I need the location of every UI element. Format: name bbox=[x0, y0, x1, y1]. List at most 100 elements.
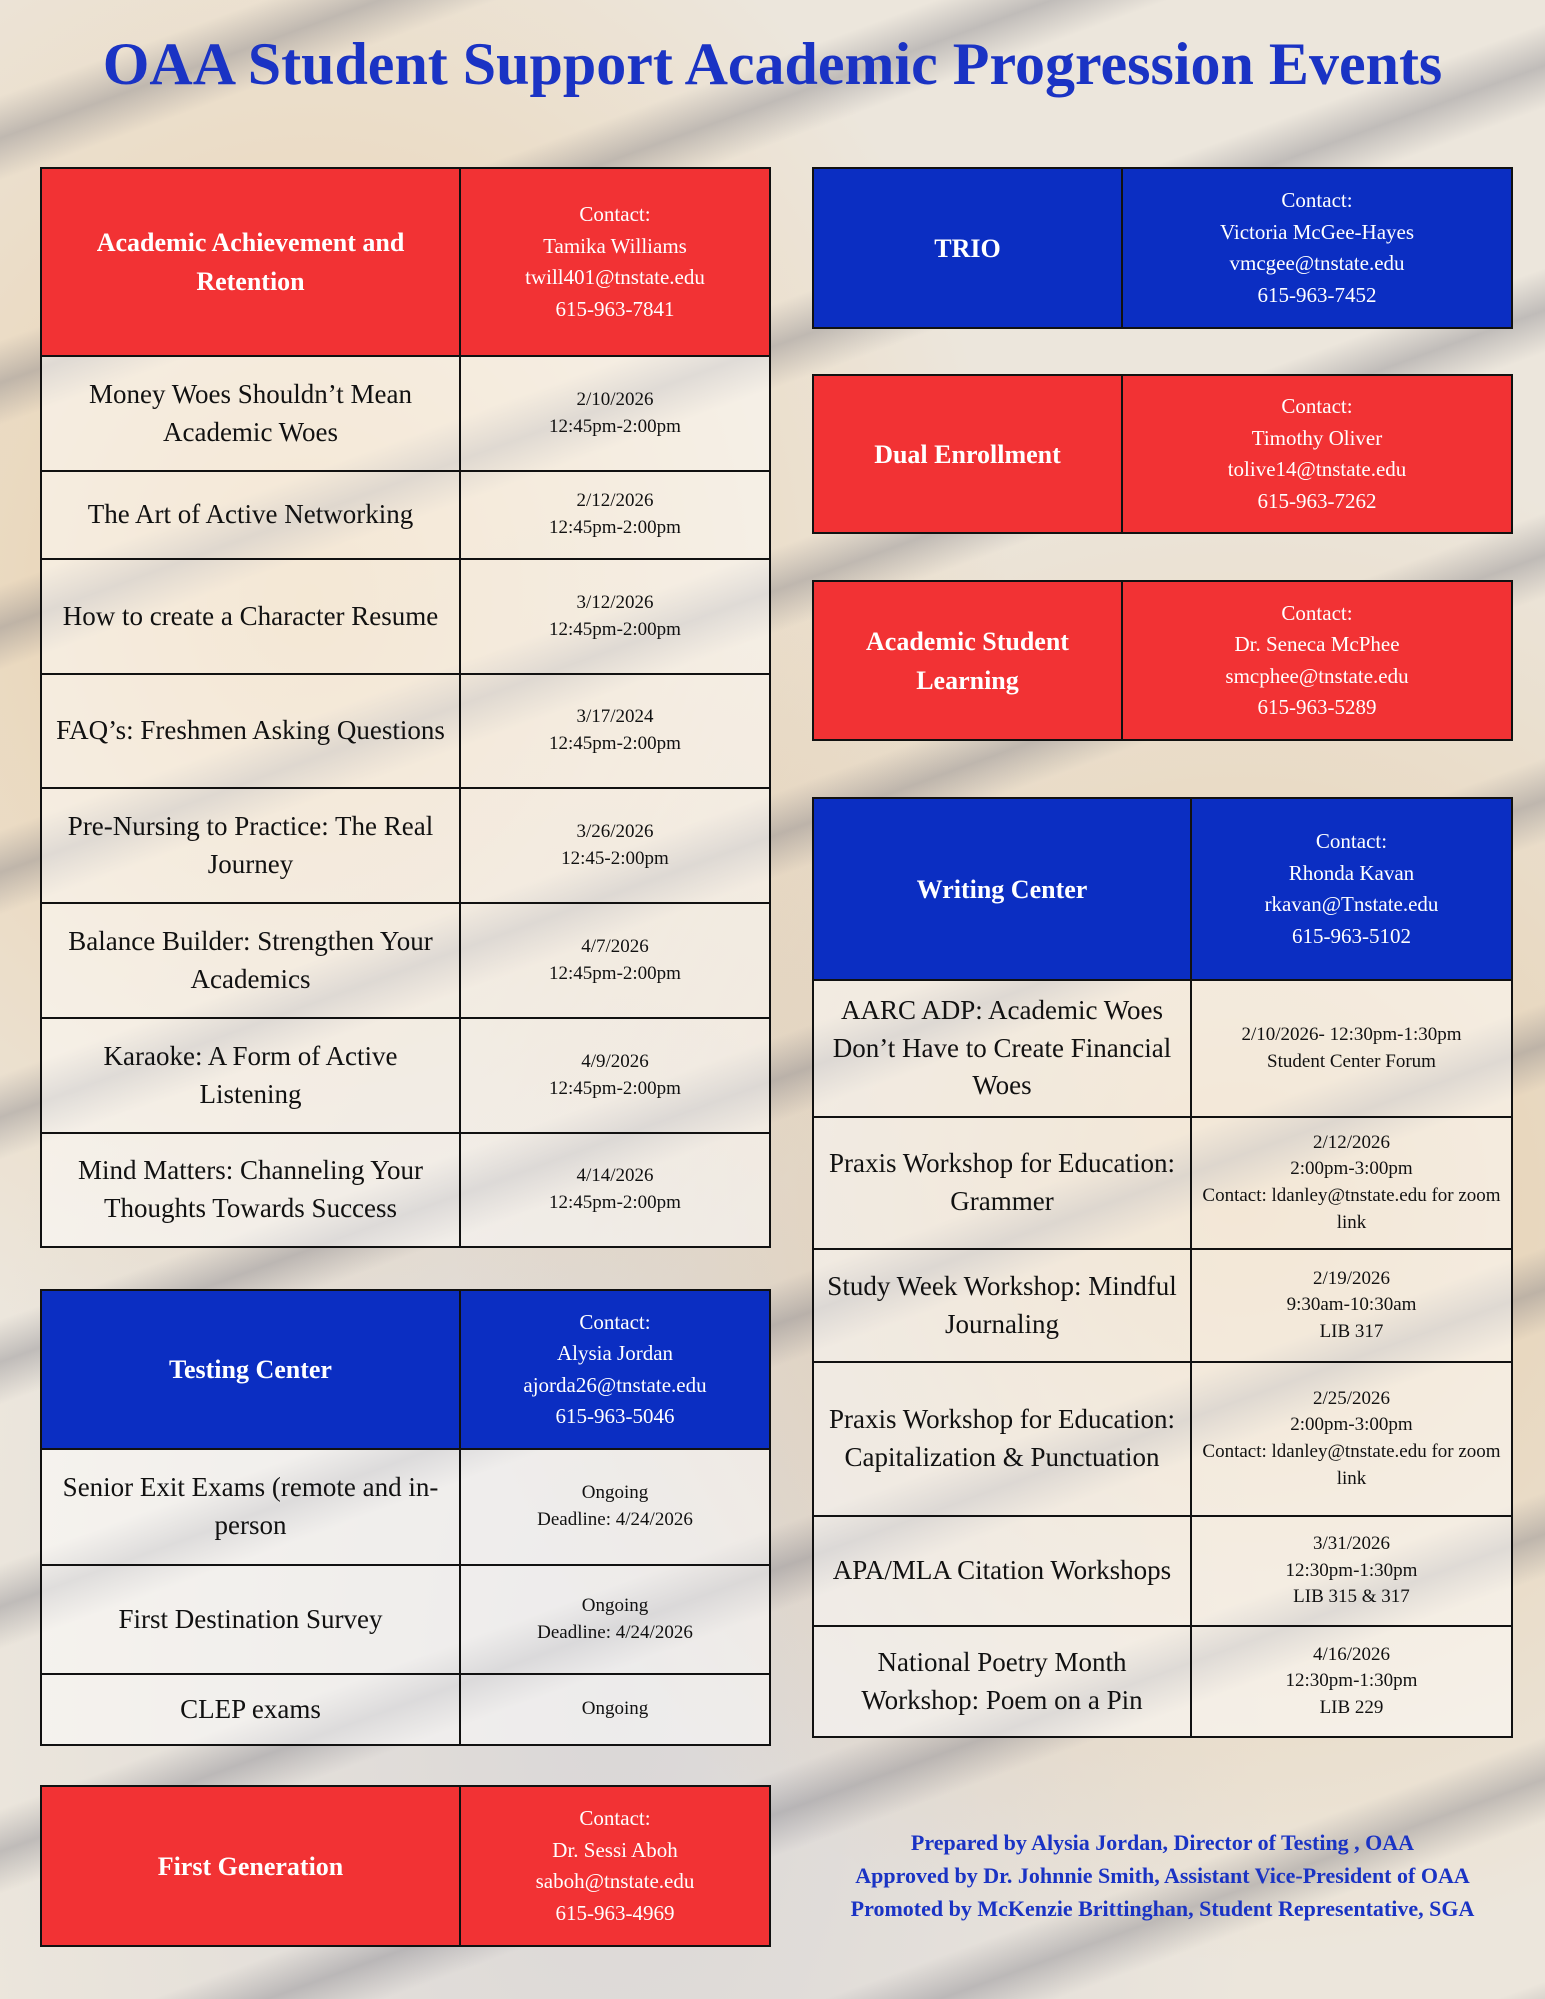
detail-line: LIB 317 bbox=[1319, 1320, 1384, 1342]
event-details: 4/14/2026 12:45pm-2:00pm bbox=[461, 1134, 769, 1246]
event-row: Karaoke: A Form of Active Listening 4/9/2… bbox=[42, 1017, 769, 1132]
event-details: Ongoing Deadline: 4/24/2026 bbox=[461, 1450, 769, 1564]
event-title: First Destination Survey bbox=[42, 1566, 461, 1673]
event-details: 2/19/2026 9:30am-10:30am LIB 317 bbox=[1192, 1250, 1511, 1361]
event-title: Balance Builder: Strengthen Your Academi… bbox=[42, 904, 461, 1017]
contact-line: 615-963-7841 bbox=[555, 296, 675, 321]
event-title: APA/MLA Citation Workshops bbox=[814, 1517, 1192, 1625]
event-row: First Destination Survey Ongoing Deadline:… bbox=[42, 1564, 769, 1673]
detail-line: 2/10/2026 bbox=[576, 388, 654, 410]
contact-line: Contact: bbox=[1281, 600, 1353, 625]
event-details: Ongoing bbox=[461, 1675, 769, 1744]
detail-line: 4/9/2026 bbox=[581, 1050, 649, 1072]
event-title: Praxis Workshop for Education: Capitaliz… bbox=[814, 1363, 1192, 1515]
contact-line: tolive14@tnstate.edu bbox=[1227, 457, 1407, 481]
academic-student-learning-table: Academic Student Learning Contact: Dr. Sen… bbox=[812, 580, 1513, 741]
detail-line: Deadline: 4/24/2026 bbox=[537, 1621, 693, 1643]
event-row: CLEP exams Ongoing bbox=[42, 1673, 769, 1744]
detail-line: 2/12/2026 bbox=[1312, 1131, 1391, 1153]
detail-line: Deadline: 4/24/2026 bbox=[537, 1509, 693, 1530]
event-details: 2/10/2026- 12:30pm-1:30pm Student Center … bbox=[1192, 981, 1511, 1116]
page-title: OAA Student Support Academic Progression… bbox=[102, 31, 1443, 97]
event-title: The Art of Active Networking bbox=[42, 472, 461, 558]
dual-enrollment-table: Dual Enrollment Contact: Timothy Oliver tol… bbox=[812, 374, 1513, 534]
event-title: Senior Exit Exams (remote and in-person bbox=[42, 1450, 461, 1564]
detail-line: 12:45-2:00pm bbox=[561, 847, 669, 869]
event-row: Senior Exit Exams (remote and in-person O… bbox=[42, 1448, 769, 1564]
detail-line: 3/12/2026 bbox=[576, 591, 654, 613]
detail-line: 12:45pm-2:00pm bbox=[549, 1192, 681, 1213]
detail-line: 2/25/2026 bbox=[1312, 1387, 1391, 1409]
detail-line: 12:45pm-2:00pm bbox=[549, 962, 681, 984]
detail-line: 2/19/2026 bbox=[1312, 1267, 1391, 1289]
testing-center-table: Testing Center Contact: Alysia Jordan ajord… bbox=[40, 1289, 771, 1746]
contact-line: 615-963-5102 bbox=[1292, 923, 1411, 948]
contact-line: Rhonda Kavan bbox=[1288, 860, 1415, 885]
table-header: First Generation Contact: Dr. Sessi Aboh sa… bbox=[42, 1787, 769, 1945]
detail-line: Ongoing bbox=[581, 1594, 649, 1616]
table-header: TRIO Contact: Victoria McGee-Hayes vmcgee@t… bbox=[814, 169, 1511, 327]
contact-line: 615-963-7262 bbox=[1257, 488, 1377, 513]
detail-line: 12:45pm-2:00pm bbox=[549, 733, 681, 754]
detail-line: Student Center Forum bbox=[1267, 1050, 1436, 1072]
event-details: 4/7/2026 12:45pm-2:00pm bbox=[461, 904, 769, 1017]
event-details: 3/17/2024 12:45pm-2:00pm bbox=[461, 675, 769, 787]
contact-info: Contact: Tamika Williams twill401@tnstate.… bbox=[461, 169, 769, 355]
event-row: Praxis Workshop for Education: Grammer 2/… bbox=[814, 1116, 1511, 1248]
event-details: 2/10/2026 12:45pm-2:00pm bbox=[461, 357, 769, 470]
detail-line: 3/31/2026 bbox=[1312, 1533, 1391, 1555]
first-generation-table: First Generation Contact: Dr. Sessi Aboh sa… bbox=[40, 1785, 771, 1947]
detail-line: 12:45pm-2:00pm bbox=[549, 1077, 681, 1099]
event-details: 3/12/2026 12:45pm-2:00pm bbox=[461, 560, 769, 673]
contact-info: Contact: Rhonda Kavan rkavan@Tnstate.edu 61… bbox=[1192, 799, 1511, 979]
department-name: TRIO bbox=[814, 169, 1123, 327]
table-header: Dual Enrollment Contact: Timothy Oliver tol… bbox=[814, 376, 1511, 532]
event-details: Ongoing Deadline: 4/24/2026 bbox=[461, 1566, 769, 1673]
prepared-by: Prepared by Alysia Jordan, Director of T… bbox=[910, 1830, 1415, 1855]
detail-line: 3/17/2024 bbox=[576, 706, 654, 728]
event-title: FAQ’s: Freshmen Asking Questions bbox=[42, 675, 461, 787]
contact-info: Contact: Timothy Oliver tolive14@tnstate.e… bbox=[1123, 376, 1511, 532]
event-details: 3/31/2026 12:30pm-1:30pm LIB 315 & 317 bbox=[1192, 1517, 1511, 1625]
detail-line: 12:45pm-2:00pm bbox=[549, 415, 681, 437]
table-header: Academic Achievement and Retention Contac… bbox=[42, 169, 769, 355]
writing-center-table: Writing Center Contact: Rhonda Kavan rkavan… bbox=[812, 797, 1513, 1738]
event-details: 4/9/2026 12:45pm-2:00pm bbox=[461, 1019, 769, 1132]
detail-line: LIB 315 & 317 bbox=[1293, 1586, 1410, 1608]
contact-line: Contact: bbox=[579, 1309, 651, 1334]
contact-line: Tamika Williams bbox=[543, 233, 687, 258]
contact-line: Contact: bbox=[1281, 394, 1353, 418]
event-row: Mind Matters: Channeling Your Thoughts T… bbox=[42, 1132, 769, 1246]
contact-info: Contact: Victoria McGee-Hayes vmcgee@tnsta… bbox=[1123, 169, 1511, 327]
event-row: Praxis Workshop for Education: Capitaliz… bbox=[814, 1361, 1511, 1515]
contact-line: Timothy Oliver bbox=[1251, 425, 1383, 450]
table-header: Writing Center Contact: Rhonda Kavan rkavan… bbox=[814, 799, 1511, 979]
event-title: Study Week Workshop: Mindful Journaling bbox=[814, 1250, 1192, 1361]
contact-line: Dr. Seneca McPhee bbox=[1234, 632, 1400, 656]
event-title: Pre-Nursing to Practice: The Real Journe… bbox=[42, 789, 461, 902]
event-title: Praxis Workshop for Education: Grammer bbox=[814, 1118, 1192, 1248]
event-details: 2/12/2026 2:00pm-3:00pm Contact: ldanley@t… bbox=[1192, 1118, 1511, 1248]
event-row: National Poetry Month Workshop: Poem on … bbox=[814, 1625, 1511, 1736]
contact-line: rkavan@Tnstate.edu bbox=[1264, 892, 1439, 916]
event-title: How to create a Character Resume bbox=[42, 560, 461, 673]
contact-line: Contact: bbox=[579, 1806, 651, 1830]
detail-line: 3/26/2026 bbox=[576, 820, 654, 842]
contact-line: 615-963-5046 bbox=[555, 1404, 675, 1428]
event-details: 3/26/2026 12:45-2:00pm bbox=[461, 789, 769, 902]
detail-line: 12:45pm-2:00pm bbox=[549, 618, 681, 640]
detail-line: 12:30pm-1:30pm bbox=[1285, 1670, 1418, 1692]
detail-line: 4/7/2026 bbox=[581, 935, 649, 957]
detail-line: 2/10/2026- 12:30pm-1:30pm bbox=[1241, 1023, 1462, 1045]
event-row: How to create a Character Resume 3/12/202… bbox=[42, 558, 769, 673]
event-row: The Art of Active Networking 2/12/2026 12:… bbox=[42, 470, 769, 558]
promoted-by: Promoted by McKenzie Brittinghan, Studen… bbox=[850, 1896, 1475, 1921]
contact-line: ajorda26@tnstate.edu bbox=[523, 1372, 707, 1397]
contact-line: 615-963-5289 bbox=[1257, 695, 1377, 719]
detail-line: 12:45pm-2:00pm bbox=[549, 517, 681, 538]
department-name: First Generation bbox=[42, 1787, 461, 1945]
contact-info: Contact: Dr. Seneca McPhee smcphee@tnstate… bbox=[1123, 582, 1511, 739]
event-title: Mind Matters: Channeling Your Thoughts T… bbox=[42, 1134, 461, 1246]
detail-line: Contact: ldanley@tnstate.edu for zoom li… bbox=[1202, 1185, 1501, 1233]
event-row: Balance Builder: Strengthen Your Academi… bbox=[42, 902, 769, 1017]
